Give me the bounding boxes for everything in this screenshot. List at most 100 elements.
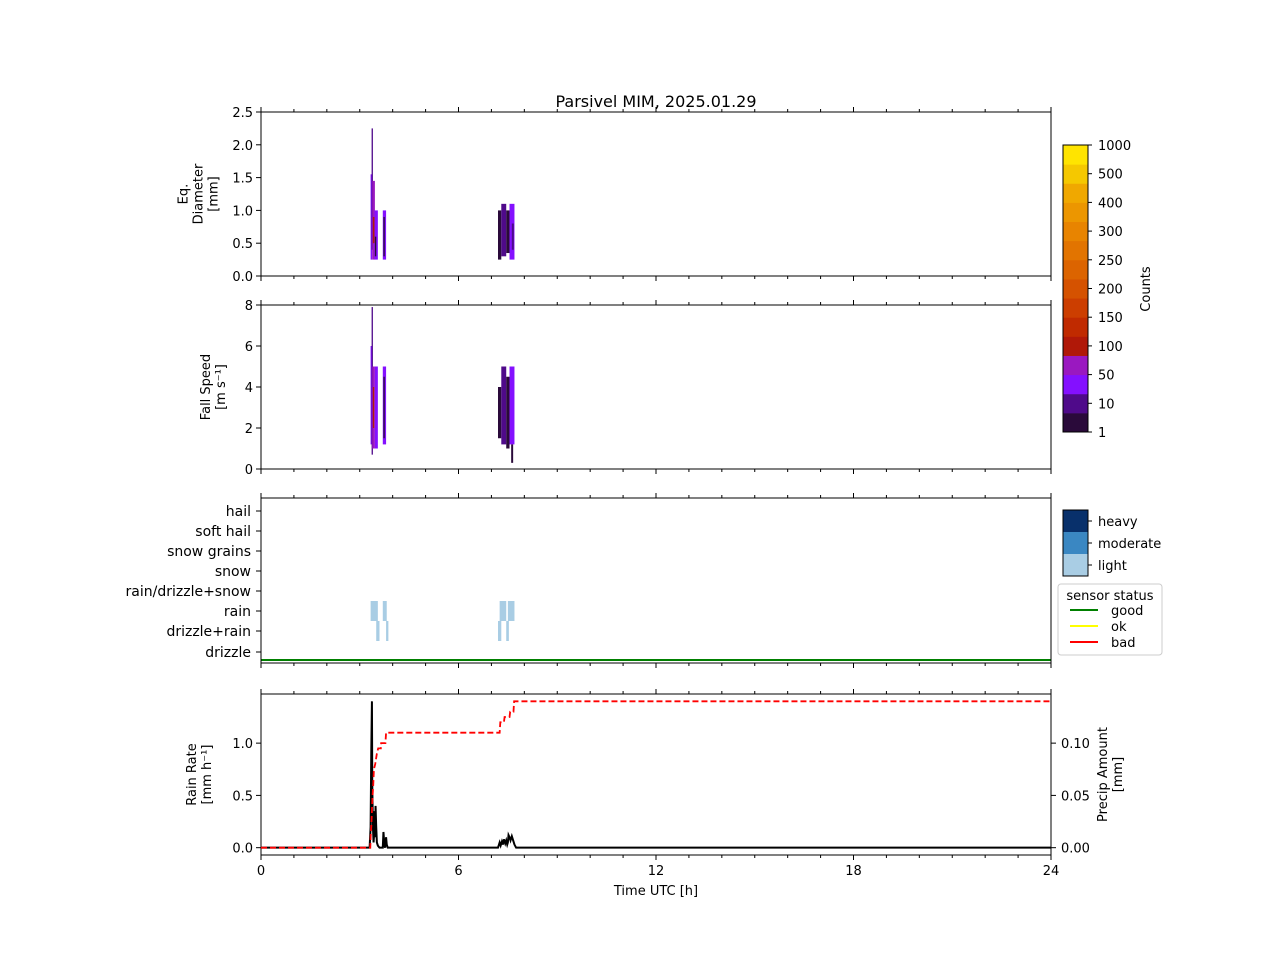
- rain-right-ylabel: Precip Amount: [1096, 727, 1111, 822]
- fallspeed-ytick-label: 4: [245, 381, 253, 396]
- colorbar-bin: [1063, 355, 1088, 376]
- colorbar-tick-label: 400: [1098, 196, 1123, 211]
- rain-ytick-left-label: 0.5: [232, 789, 253, 804]
- precip-amount-line: [261, 700, 1051, 849]
- rain-xtick-label: 18: [845, 864, 862, 879]
- rain-rate-line: [261, 701, 1051, 849]
- intensity-swatch-light: [1063, 554, 1088, 576]
- fallspeed-heatmap-cell: [511, 444, 514, 463]
- colorbar-bin: [1063, 164, 1088, 184]
- ptype-category-label: drizzle: [205, 645, 251, 661]
- fallspeed-ytick-label: 8: [245, 299, 253, 314]
- colorbar-bin: [1063, 202, 1088, 223]
- colorbar-bin: [1063, 240, 1088, 261]
- status-legend-box: [1057, 583, 1163, 656]
- colorbar-tick-label: 300: [1098, 225, 1123, 240]
- colorbar-bin: [1063, 317, 1088, 337]
- diameter-ytick-label: 2.5: [232, 106, 253, 121]
- rain-xtick-label: 24: [1043, 864, 1060, 879]
- ptype-cell: [370, 601, 378, 621]
- colorbar-tick-label: 100: [1098, 340, 1123, 355]
- fallspeed-heatmap-cell: [509, 366, 515, 445]
- diameter-ylabel: [mm]: [207, 176, 222, 211]
- colorbar-tick-label: 10: [1098, 397, 1115, 412]
- colorbar-tick-label: 250: [1098, 254, 1123, 269]
- diameter-heatmap-cell: [501, 203, 507, 257]
- fallspeed-ytick-label: 2: [245, 422, 253, 437]
- colorbar-tick-label: 1000: [1098, 139, 1131, 154]
- status-legend-label-good: good: [1111, 604, 1143, 619]
- fallspeed-heatmap-cell: [372, 387, 375, 428]
- status-legend-title: sensor status: [1066, 589, 1153, 604]
- colorbar-tick-label: 1: [1098, 426, 1106, 441]
- diameter-ytick-label: 1.5: [232, 172, 253, 187]
- rain-left-ylabel: [mm h⁻¹]: [200, 745, 215, 805]
- colorbar-bin: [1063, 412, 1088, 433]
- diameter-ytick-label: 2.0: [232, 139, 253, 154]
- diameter-ytick-label: 1.0: [232, 204, 253, 219]
- status-legend-label-ok: ok: [1111, 620, 1127, 635]
- diameter-heatmap-cell: [506, 210, 510, 254]
- rain-left-ylabel: Rain Rate: [185, 743, 200, 806]
- ptype-category-label: soft hail: [195, 524, 251, 540]
- diameter-heatmap-cell: [383, 216, 385, 257]
- colorbar-tick-label: 500: [1098, 168, 1123, 183]
- fallspeed-heatmap-cell: [506, 376, 510, 449]
- diameter-heatmap-cell: [498, 210, 502, 260]
- ptype-category-label: rain: [224, 604, 251, 620]
- colorbar-bin: [1063, 374, 1088, 395]
- fallspeed-ylabel: [m s⁻¹]: [214, 364, 229, 410]
- ptype-cell: [499, 601, 507, 621]
- ptype-cell: [386, 621, 389, 641]
- ptype-category-label: drizzle+rain: [166, 624, 251, 640]
- colorbar-bin: [1063, 336, 1088, 356]
- rain-xtick-label: 0: [257, 864, 265, 879]
- axes-layer: 0.00.51.01.52.02.5Eq. Diameter [mm]02468Fa…: [126, 106, 1163, 899]
- colorbar-bin: [1063, 278, 1088, 299]
- ptype-cell: [376, 621, 380, 641]
- diameter-heatmap-cell: [374, 236, 377, 257]
- fallspeed-ylabel: Fall Speed: [199, 354, 214, 420]
- rain-ytick-right-label: 0.10: [1061, 737, 1090, 752]
- fallspeed-heatmap-cell: [383, 376, 385, 439]
- ptype-category-label: rain/drizzle+snow: [126, 584, 251, 600]
- diameter-ytick-label: 0.0: [232, 270, 253, 285]
- intensity-legend-frame: [1062, 509, 1089, 577]
- ptype-cell: [506, 621, 509, 641]
- ptype-category-label: hail: [226, 504, 251, 520]
- diameter-heatmap-cell: [511, 223, 514, 250]
- rain-right-ylabel: [mm]: [1111, 757, 1126, 792]
- rain-ytick-left-label: 0.0: [232, 842, 253, 857]
- ptype-cell: [507, 601, 515, 621]
- rain-xtick-label: 6: [454, 864, 462, 879]
- rain-ytick-left-label: 1.0: [232, 737, 253, 752]
- fallspeed-heatmap-cell: [374, 366, 378, 449]
- colorbar-bin: [1063, 221, 1088, 242]
- ptype-category-label: snow: [215, 564, 251, 580]
- diameter-ylabel: Eq.: [177, 184, 192, 205]
- intensity-swatch-heavy: [1063, 510, 1088, 532]
- chart-title: Parsivel MIM, 2025.01.29: [555, 92, 756, 111]
- colorbar-bin: [1063, 393, 1088, 414]
- fallspeed-heatmap-cell: [498, 387, 502, 439]
- diameter-ylabel: Diameter: [192, 163, 207, 224]
- colorbar-bin: [1063, 183, 1088, 203]
- colorbar-bin: [1063, 259, 1088, 280]
- colorbar-tick-label: 50: [1098, 369, 1115, 384]
- ptype-cell: [498, 621, 502, 641]
- colorbar-tick-label: 150: [1098, 311, 1123, 326]
- intensity-label-moderate: moderate: [1098, 537, 1161, 552]
- fallspeed-ytick-label: 6: [245, 340, 253, 355]
- ptype-category-label: snow grains: [167, 544, 251, 560]
- diameter-heatmap-cell: [374, 210, 378, 260]
- diameter-ytick-label: 0.5: [232, 237, 253, 252]
- intensity-label-light: light: [1098, 559, 1127, 574]
- diameter-heatmap-cell: [370, 174, 373, 260]
- fallspeed-heatmap-cell: [370, 346, 373, 445]
- colorbar-tick-label: 200: [1098, 283, 1123, 298]
- intensity-label-heavy: heavy: [1098, 515, 1138, 530]
- ptype-cell: [382, 601, 387, 621]
- intensity-swatch-moderate: [1063, 532, 1088, 554]
